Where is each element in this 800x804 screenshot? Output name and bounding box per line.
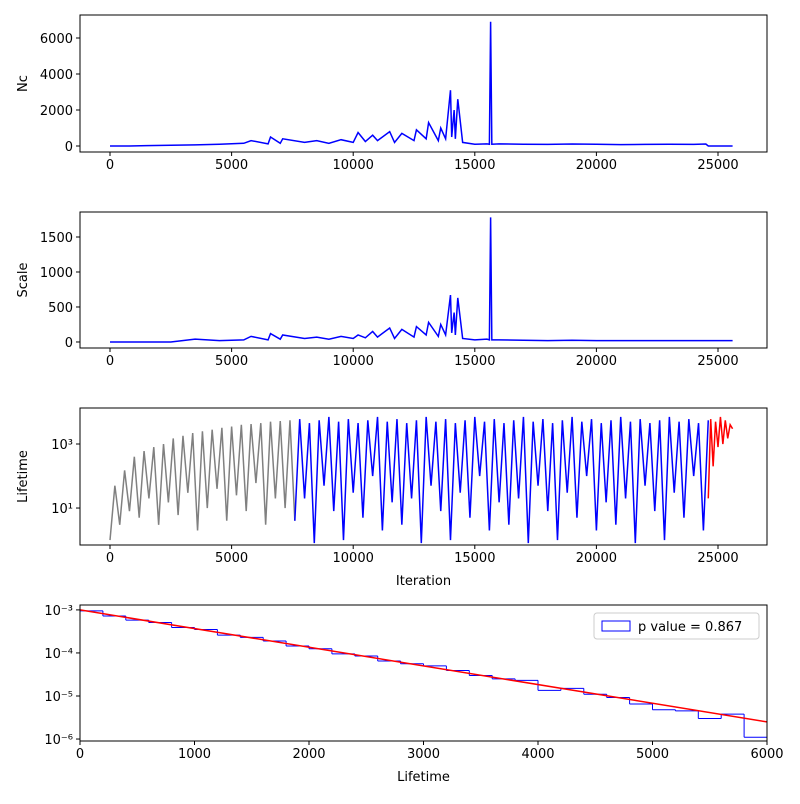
x-tick-label: 25000 [697, 354, 738, 369]
data-line [109, 420, 296, 541]
fit-line [80, 609, 767, 723]
x-tick-label: 25000 [697, 551, 738, 566]
x-tick-label: 5000 [636, 747, 669, 762]
x-tick-label: 10000 [333, 158, 374, 173]
plot-area [110, 217, 733, 343]
x-tick-label: 2000 [292, 747, 325, 762]
y-tick-label: 10³ [51, 438, 73, 453]
x-tick-label: 25000 [697, 158, 738, 173]
y-tick-label: 6000 [40, 32, 73, 47]
y-axis-label: Lifetime [16, 450, 31, 503]
axes-frame [79, 407, 768, 546]
y-tick-label: 0 [65, 140, 73, 155]
axes-frame [79, 604, 768, 742]
legend-label: p value = 0.867 [638, 620, 742, 635]
x-tick-label: 5000 [215, 158, 248, 173]
y-tick-label: 10⁻⁵ [44, 690, 73, 705]
x-tick-label: 6000 [750, 747, 783, 762]
x-tick-label: 15000 [454, 354, 495, 369]
x-tick-label: 1000 [178, 747, 211, 762]
y-tick-label: 10⁻⁴ [44, 647, 73, 662]
legend-box [593, 612, 760, 640]
x-tick-label: 15000 [454, 158, 495, 173]
y-tick-label: 2000 [40, 104, 73, 119]
axes-frame [79, 14, 768, 153]
x-tick-label: 5000 [215, 354, 248, 369]
y-tick-label: 1500 [40, 231, 73, 246]
x-tick-label: 10000 [333, 354, 374, 369]
y-tick-label: 500 [48, 301, 73, 316]
data-line [294, 416, 710, 544]
x-tick-label: 0 [106, 354, 114, 369]
x-tick-label: 20000 [576, 551, 617, 566]
y-tick-label: 0 [65, 336, 73, 351]
data-line [707, 416, 734, 499]
y-tick-label: 4000 [40, 68, 73, 83]
x-tick-label: 3000 [407, 747, 440, 762]
x-tick-label: 0 [106, 551, 114, 566]
x-tick-label: 20000 [576, 354, 617, 369]
axes-frame [79, 211, 768, 349]
y-tick-label: 10¹ [51, 502, 73, 517]
x-tick-label: 20000 [576, 158, 617, 173]
plot-area [80, 609, 767, 741]
plot-area [109, 416, 734, 544]
y-tick-label: 10⁻³ [44, 604, 73, 619]
y-axis-label: Nc [16, 75, 31, 92]
x-tick-label: 10000 [333, 551, 374, 566]
x-tick-label: 5000 [215, 551, 248, 566]
y-tick-label: 10⁻⁶ [44, 733, 73, 748]
x-axis-label: Iteration [396, 574, 451, 589]
legend-swatch [601, 620, 631, 632]
y-tick-label: 1000 [40, 266, 73, 281]
data-line [110, 217, 733, 343]
x-tick-label: 0 [76, 747, 84, 762]
x-tick-label: 15000 [454, 551, 495, 566]
x-axis-label: Lifetime [397, 770, 450, 785]
x-tick-label: 0 [106, 158, 114, 173]
y-axis-label: Scale [16, 263, 31, 298]
x-tick-label: 4000 [521, 747, 554, 762]
plot-area [110, 21, 733, 147]
data-line [110, 21, 733, 147]
